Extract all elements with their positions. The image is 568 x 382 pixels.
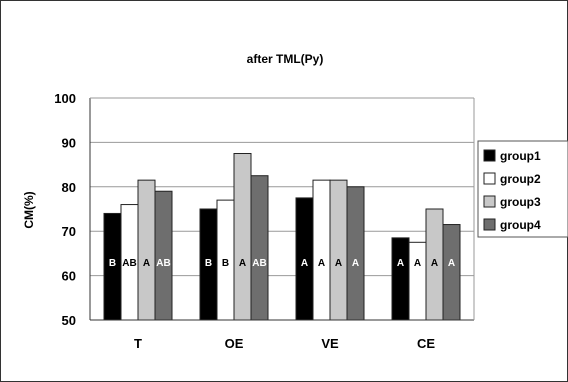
legend: group1 group2 group3 group4 xyxy=(477,140,568,238)
x-tick-label: OE xyxy=(225,336,244,351)
y-tick-label: 50 xyxy=(62,313,76,328)
y-axis-label: CM(%) xyxy=(22,191,36,228)
x-tick-label: VE xyxy=(321,336,339,351)
axes xyxy=(89,97,475,321)
legend-label-group4: group4 xyxy=(500,218,541,232)
legend-swatch-group4 xyxy=(483,218,496,231)
legend-swatch-group2 xyxy=(483,172,496,185)
bar-significance-label: AB xyxy=(122,258,136,269)
legend-label-group1: group1 xyxy=(500,149,541,163)
bar-significance-label: A xyxy=(239,258,246,269)
bar-group4-CE xyxy=(442,224,461,321)
bar-significance-label: A xyxy=(143,258,150,269)
bar-significance-label: AB xyxy=(156,258,170,269)
y-tick-label: 60 xyxy=(62,269,76,284)
legend-swatch-group1 xyxy=(483,149,496,162)
bar-group1-CE xyxy=(391,237,410,321)
bar-group4-OE xyxy=(250,175,269,321)
bar-significance-label: A xyxy=(335,258,342,269)
y-tick-label: 90 xyxy=(62,135,76,150)
bar-significance-label: A xyxy=(301,258,308,269)
bar-significance-label: A xyxy=(448,258,455,269)
bar-group3-VE xyxy=(329,179,348,321)
bar-group4-T xyxy=(154,190,173,321)
bar-significance-label: B xyxy=(222,258,229,269)
legend-label-group2: group2 xyxy=(500,172,541,186)
x-tick-label: T xyxy=(134,336,142,351)
bar-significance-label: A xyxy=(397,258,404,269)
bar-significance-label: A xyxy=(352,258,359,269)
bar-group3-OE xyxy=(233,153,252,321)
bar-group4-VE xyxy=(346,186,365,321)
x-tick-labels: T OE VE CE xyxy=(134,336,435,351)
chart-title: after TML(Py) xyxy=(247,52,324,66)
y-tick-labels: 50 60 70 80 90 100 xyxy=(54,91,76,328)
bar-significance-label: A xyxy=(318,258,325,269)
bars-group: B AB A AB B B A AB A A A A A A A A xyxy=(103,153,461,321)
bar-group3-T xyxy=(137,179,156,321)
bar-significance-label: B xyxy=(109,258,116,269)
bar-significance-label: B xyxy=(205,258,212,269)
y-tick-label: 100 xyxy=(54,91,76,106)
x-tick-label: CE xyxy=(417,336,435,351)
y-tick-label: 80 xyxy=(62,180,76,195)
legend-label-group3: group3 xyxy=(500,195,541,209)
bar-significance-label: AB xyxy=(252,258,266,269)
bar-group2-CE xyxy=(408,241,427,321)
bar-group2-VE xyxy=(312,179,331,321)
bar-significance-label: A xyxy=(414,258,421,269)
bar-significance-label: A xyxy=(431,258,438,269)
y-tick-label: 70 xyxy=(62,224,76,239)
legend-swatch-group3 xyxy=(483,195,496,208)
